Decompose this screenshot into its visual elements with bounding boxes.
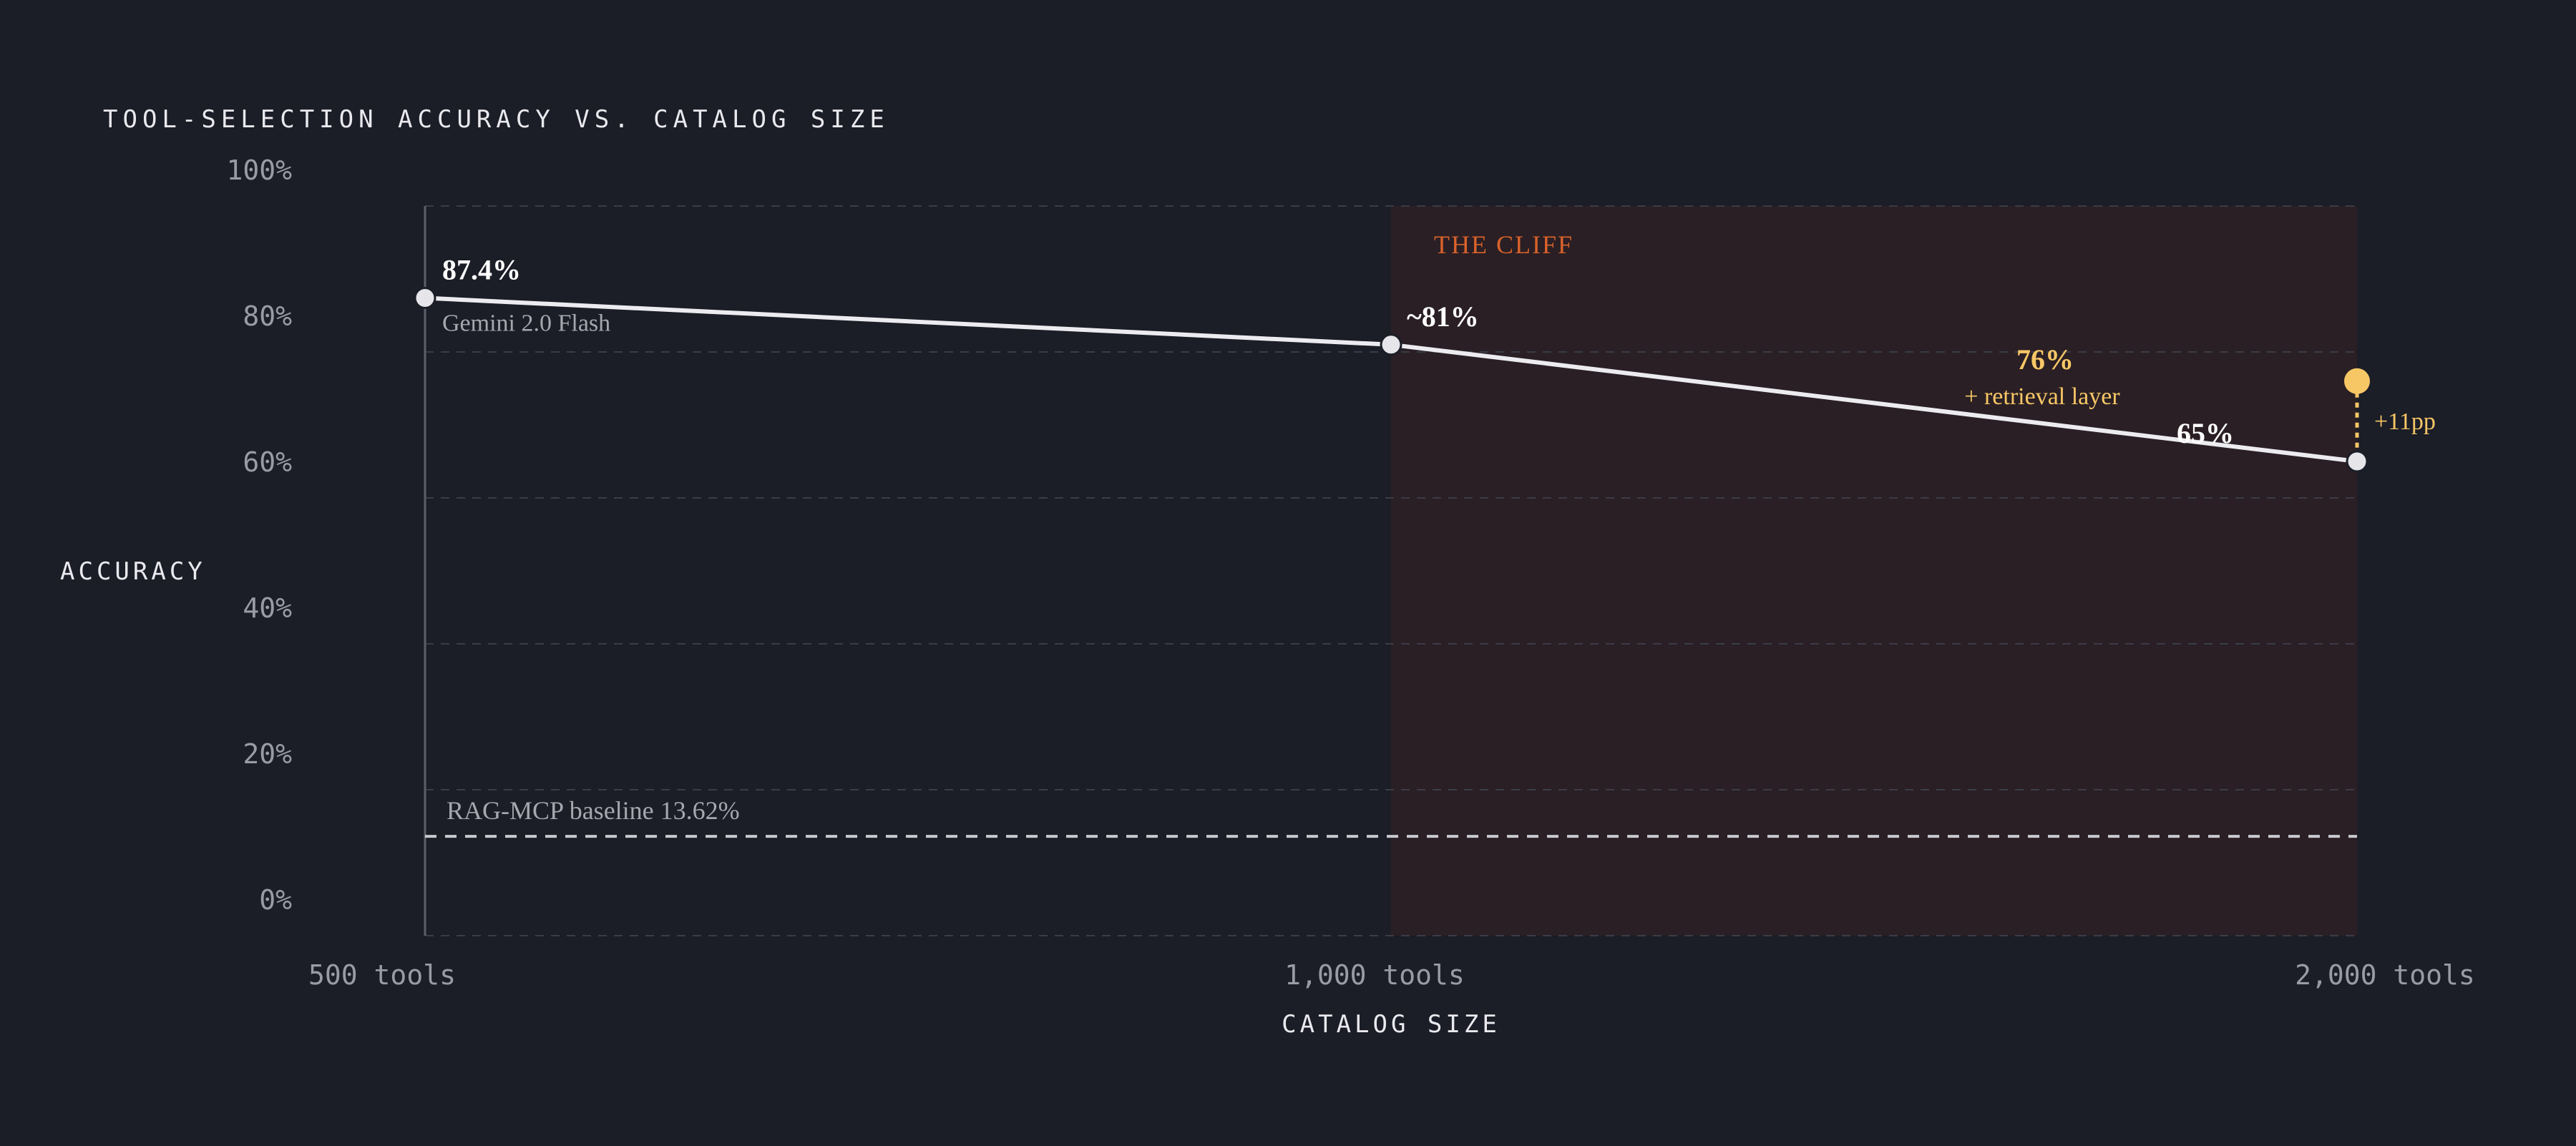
y-axis-title: ACCURACY (60, 557, 206, 586)
y-tick-label: 100% (226, 155, 292, 186)
x-tick-label: 500 tools (308, 959, 456, 991)
data-label: 65% (2177, 417, 2234, 449)
data-point (1380, 333, 1402, 356)
data-label: ~81% (1407, 300, 1479, 333)
y-tick-label: 0% (259, 884, 292, 916)
retrieval-label: 76% (2016, 343, 2074, 376)
y-tick-label: 40% (243, 592, 292, 624)
start-sublabel: Gemini 2.0 Flash (442, 310, 610, 337)
retrieval-point (2344, 368, 2370, 394)
y-tick-label: 80% (243, 300, 292, 332)
chart-title: TOOL-SELECTION ACCURACY VS. CATALOG SIZE (103, 105, 889, 134)
y-tick-label: 20% (243, 738, 292, 770)
retrieval-delta-label: +11pp (2374, 408, 2436, 435)
x-axis-title: CATALOG SIZE (1282, 1010, 1501, 1039)
cliff-label: THE CLIFF (1434, 230, 1574, 259)
data-label: 87.4% (442, 254, 521, 286)
retrieval-sublabel: + retrieval layer (1964, 383, 2120, 410)
baseline-label: RAG-MCP baseline 13.62% (447, 796, 740, 825)
x-tick-label: 1,000 tools (1284, 959, 1465, 991)
cliff-region (1391, 206, 2357, 936)
data-point (414, 287, 436, 310)
y-tick-label: 60% (243, 446, 292, 478)
data-point (2346, 450, 2368, 473)
x-tick-label: 2,000 tools (2295, 959, 2475, 991)
